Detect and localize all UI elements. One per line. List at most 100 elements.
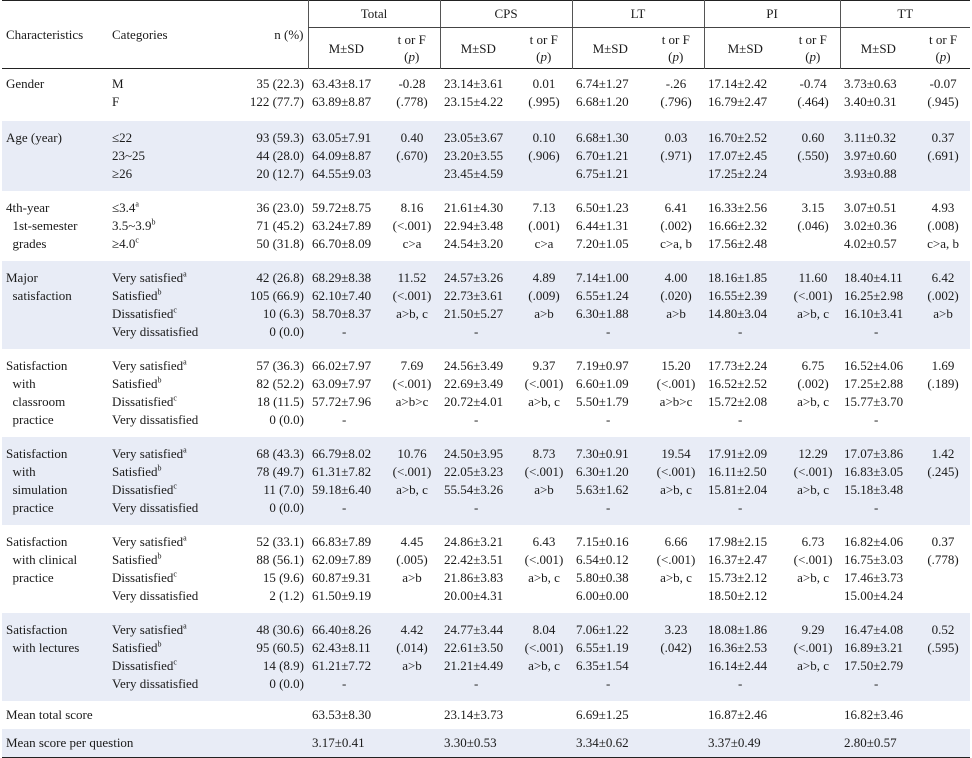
category-cell: Very satisfieda Satisfiedb Dissatisfiedc Ve… [108,261,240,349]
msd-value: 14.80±3.04 [708,306,768,321]
characteristic-line: Gender [6,76,45,91]
summary-row: Mean total score 63.53±8.30 23.14±3.73 6.69… [2,701,970,729]
msd-cell: 66.79±8.02 61.31±7.82 59.18±6.40 - [308,437,384,525]
stat-value: 0.52 [931,622,955,637]
msd-value: 63.24±7.89 [312,218,372,233]
msd-cell: 21.61±4.30 22.94±3.48 24.54±3.20 [440,191,516,261]
category-superscript: a [183,269,187,279]
n-cell: 68 (43.3) 78 (49.7) 11 (7.0) 0 (0.0) [240,437,308,525]
msd-value: 4.02±0.57 [844,236,897,251]
msd-value: - [738,676,743,691]
stat-cell: 0.40 (.670) [384,121,440,191]
stat-cell: 4.45 (.005) a>b [384,525,440,613]
category-label: Very satisfieda [112,445,187,461]
summary-value: 3.34±0.62 [576,735,629,750]
msd-value: 6.74±1.27 [576,76,629,91]
msd-value: 17.25±2.88 [844,376,904,391]
n-value: 0 (0.0) [269,676,304,691]
table-row: Satisfaction with lectures Very satisfied… [2,613,971,701]
category-label: Very dissatisfied [112,588,199,603]
msd-value: 58.70±8.37 [312,306,372,321]
category-superscript: a [183,533,187,543]
category-superscript: c [173,305,177,315]
msd-value: 18.08±1.86 [708,622,768,637]
stat-value: a>b, c [396,306,428,321]
header-group-lt: LT [571,0,705,28]
header-p-label: (p) [805,49,821,64]
msd-value: - [606,500,611,515]
header-t-or-f: t or F (p) [916,28,970,69]
msd-value: - [738,324,743,339]
msd-value: 16.89±3.21 [844,640,904,655]
stat-value: (.189) [927,376,959,391]
stat-cell: 6.43 (<.001) a>b, c [516,525,572,613]
stat-value: 9.29 [801,622,825,637]
msd-value: 21.61±4.30 [444,200,504,215]
msd-value: 63.89±8.87 [312,94,372,109]
stat-cell: 8.73 (<.001) a>b [516,437,572,525]
msd-cell: 59.72±8.75 63.24±7.89 66.70±8.09 [308,191,384,261]
table-row: Satisfaction with simulation practice Ver… [2,437,971,525]
summary-value: 6.69±1.25 [576,707,629,722]
msd-cell: 23.14±3.61 23.15±4.22 [440,69,516,122]
category-label: Satisfiedb [112,463,162,479]
category-label: 3.5~3.9b [112,217,156,233]
stat-value: 4.89 [532,270,556,285]
table-row: Age (year) ≤22 23~25 ≥26 93 (59.3) 44 (28.0) 2… [2,121,971,191]
msd-value: 7.20±1.05 [576,236,629,251]
msd-value: - [606,324,611,339]
msd-value: 61.31±7.82 [312,464,372,479]
msd-value: - [606,676,611,691]
summary-empty [384,701,440,729]
stat-value: (<.001) [524,376,564,391]
header-group-pi: PI [703,0,841,28]
msd-value: 3.02±0.36 [844,218,897,233]
n-value: 35 (22.3) [256,76,304,91]
n-value: 48 (30.6) [256,622,304,637]
msd-value: 6.60±1.09 [576,376,629,391]
category-label: Dissatisfiedc [112,305,177,321]
stat-value: 4.45 [400,534,424,549]
stat-cell: 3.15 (.046) [786,191,840,261]
summary-empty [916,701,970,729]
header-p-label: (p) [404,49,420,64]
category-superscript: b [157,463,162,473]
category-label: Dissatisfiedc [112,657,177,673]
msd-value: 60.87±9.31 [312,570,372,585]
category-cell: Very satisfieda Satisfiedb Dissatisfiedc Ve… [108,613,240,701]
stat-value: a>b, c [660,570,692,585]
msd-cell: 6.68±1.30 6.70±1.21 6.75±1.21 [572,121,648,191]
msd-value: 22.73±3.61 [444,288,504,303]
n-cell: 36 (23.0) 71 (45.2) 50 (31.8) [240,191,308,261]
header-categories: Categories [112,26,168,42]
header-t-or-f: t or F (p) [648,28,704,69]
msd-value: 22.94±3.48 [444,218,504,233]
stat-value: (.009) [528,288,560,303]
stat-cell: 0.37 (.691) [916,121,970,191]
msd-cell: 7.19±0.97 6.60±1.09 5.50±1.79 - [572,349,648,437]
stat-value: a>b, c [528,394,560,409]
stat-value: a>b, c [660,482,692,497]
characteristic-line: practice [6,412,54,427]
n-value: 11 (7.0) [263,482,304,497]
msd-value: 16.55±2.39 [708,288,768,303]
stat-value: 6.66 [664,534,688,549]
category-label: Satisfiedb [112,287,162,303]
n-value: 105 (66.9) [249,288,304,303]
category-label: F [112,94,120,109]
stat-cell: 1.42 (.245) [916,437,970,525]
characteristic-line: 1st-semester [6,218,78,233]
msd-value: 24.86±3.21 [444,534,504,549]
stat-value: 8.73 [532,446,556,461]
stat-value: (<.001) [392,376,432,391]
stat-value: a>b, c [396,482,428,497]
stat-value: (.042) [660,640,692,655]
stat-value: (.002) [797,376,829,391]
msd-value: 24.56±3.49 [444,358,504,373]
stat-cell: 6.41 (.002) c>a, b [648,191,704,261]
stat-value: 0.40 [400,130,424,145]
msd-value: 23.05±3.67 [444,130,504,145]
msd-value: 24.50±3.95 [444,446,504,461]
header-t-or-f: t or F (p) [384,28,440,69]
category-label: 23~25 [112,148,146,163]
